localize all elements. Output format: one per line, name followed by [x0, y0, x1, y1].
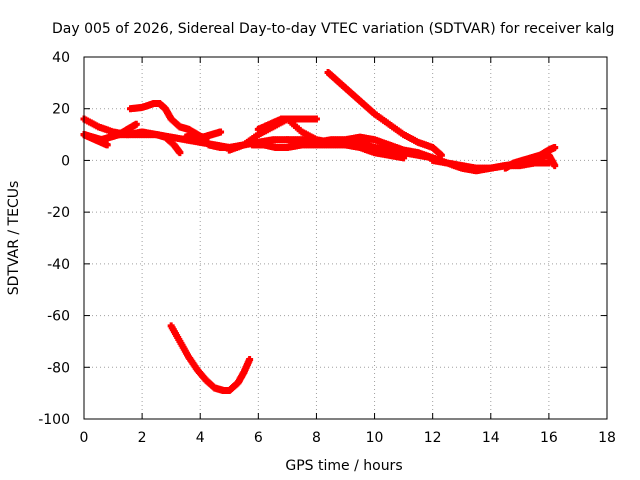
series-track-i — [254, 115, 320, 133]
x-tick-labels: 0 2 4 6 8 10 12 14 16 18 — [80, 430, 616, 446]
x-tick-label: 14 — [482, 430, 500, 446]
series-track-n — [501, 144, 559, 172]
x-tick-label: 12 — [424, 430, 442, 446]
series-track-c — [80, 131, 111, 149]
data-point — [246, 356, 254, 364]
data-point — [132, 120, 140, 128]
data-point — [176, 149, 184, 157]
y-tick-label: 0 — [61, 153, 70, 169]
plot-frame — [83, 56, 608, 420]
x-tick-label: 2 — [138, 430, 147, 446]
x-tick-label: 18 — [598, 430, 616, 446]
series-track-k — [283, 133, 437, 162]
x-tick-label: 6 — [254, 430, 263, 446]
series-track-l — [324, 69, 445, 159]
y-tick-label: 40 — [52, 50, 70, 66]
data-point — [551, 162, 559, 170]
y-tick-label: -20 — [47, 205, 70, 221]
data-point — [437, 151, 445, 159]
x-tick-label: 10 — [366, 430, 384, 446]
y-tick-label: -100 — [38, 412, 70, 428]
y-tick-label: 20 — [52, 102, 70, 118]
x-tick-label: 0 — [80, 430, 89, 446]
y-axis-label: SDTVAR / TECUs — [6, 181, 22, 296]
series-track-o — [167, 322, 254, 395]
x-tick-label: 16 — [540, 430, 558, 446]
y-tick-label: -80 — [47, 360, 70, 376]
chart-title: Day 005 of 2026, Sidereal Day-to-day VTE… — [52, 21, 614, 37]
grid — [84, 57, 607, 419]
data-point — [312, 115, 320, 123]
data-point — [217, 128, 225, 136]
data-marks — [80, 69, 559, 395]
axis-ticks — [83, 56, 608, 420]
y-tick-label: -40 — [47, 257, 70, 273]
y-tick-label: -60 — [47, 309, 70, 325]
x-tick-label: 8 — [312, 430, 321, 446]
series-track-e — [109, 128, 184, 157]
data-point — [551, 144, 559, 151]
data-point — [103, 141, 111, 149]
x-axis-label: GPS time / hours — [285, 458, 402, 474]
x-tick-label: 4 — [196, 430, 205, 446]
y-tick-labels: -100 -80 -60 -40 -20 0 20 40 — [38, 50, 70, 428]
series-track-f — [182, 128, 225, 141]
